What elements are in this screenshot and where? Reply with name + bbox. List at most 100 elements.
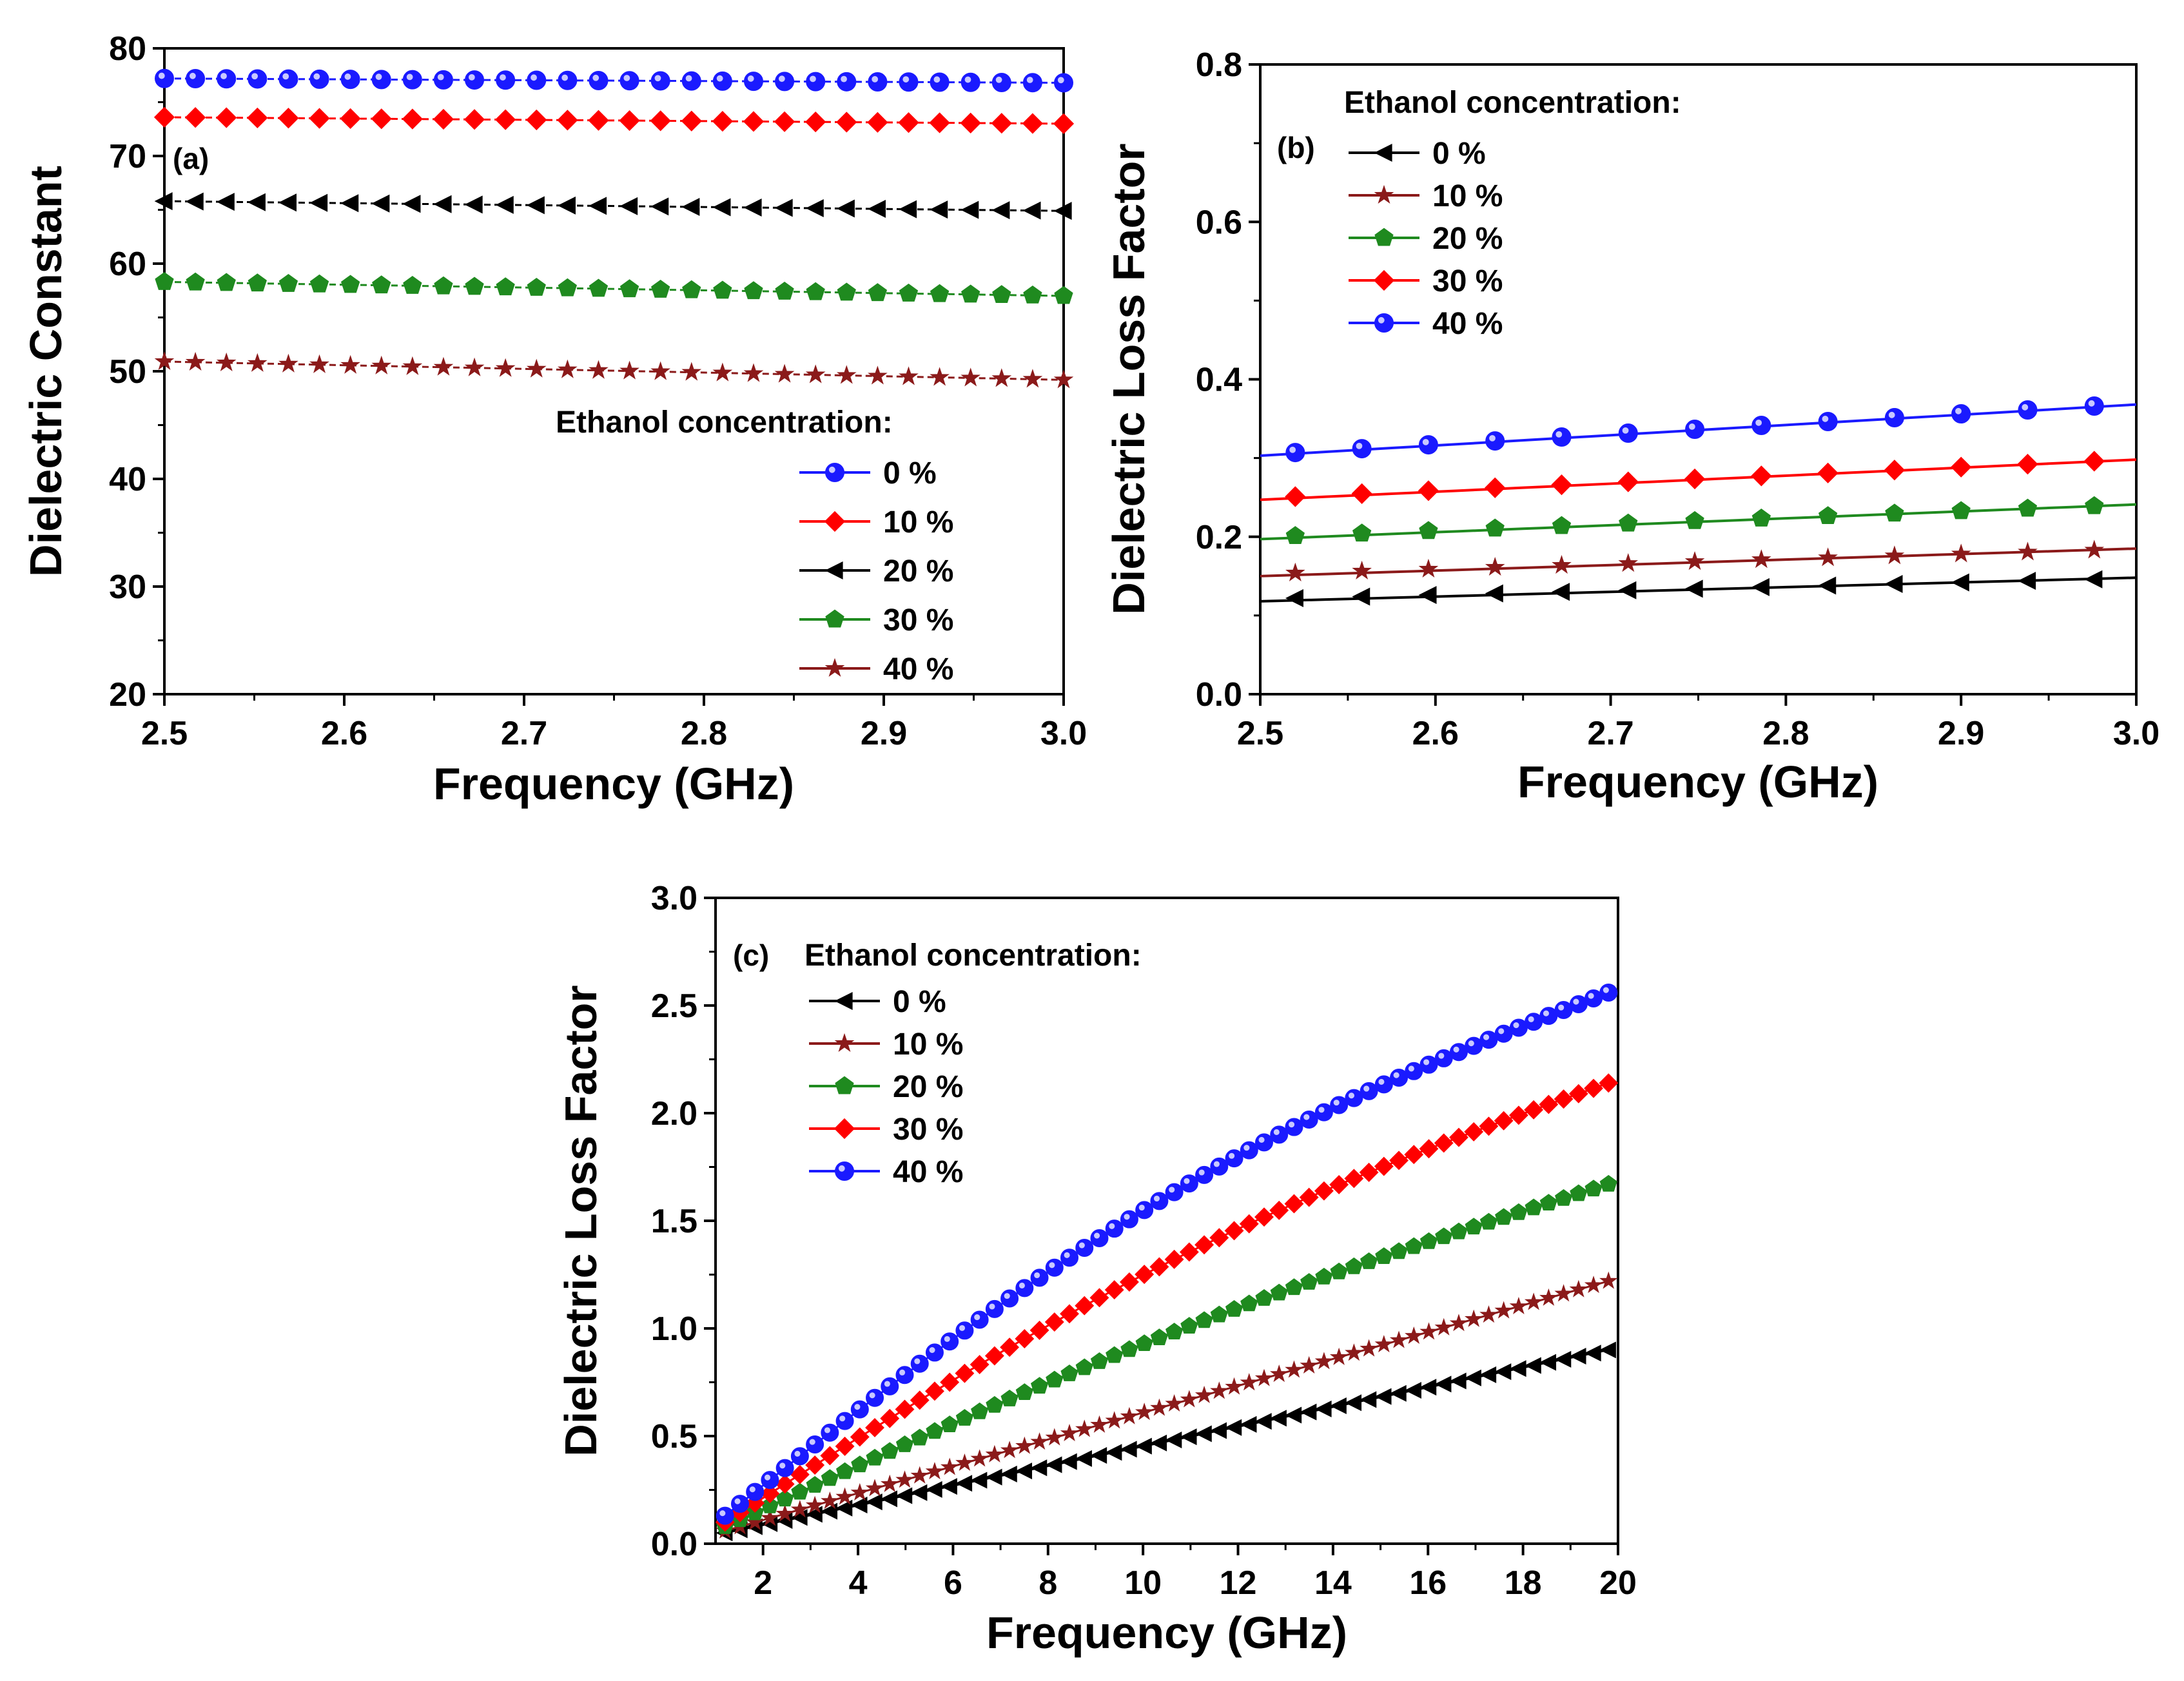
panel-a-data-point <box>216 352 237 371</box>
panel-c-data-point-highlight <box>1333 1100 1340 1106</box>
panel-c-data-point-highlight <box>764 1474 771 1481</box>
panel-b-data-point <box>2018 572 2036 590</box>
panel-a-data-point <box>1053 202 1072 220</box>
panel-a-data-point <box>681 362 702 381</box>
panel-c-data-point <box>1525 1013 1543 1031</box>
panel-b-data-point <box>1951 456 1972 478</box>
panel-a-data-point <box>403 275 422 294</box>
panel-b-data-point-highlight <box>1688 423 1695 430</box>
panel-c-data-point <box>971 1402 989 1419</box>
panel-c-data-point <box>1539 1094 1559 1114</box>
panel-c-data-point <box>1495 1208 1513 1225</box>
panel-b-x-tick-label: 2.5 <box>1237 715 1283 752</box>
panel-a-data-point <box>465 70 485 90</box>
panel-c-data-point <box>835 1487 854 1505</box>
panel-c-data-point <box>1329 1174 1349 1194</box>
panel-c-data-point-highlight <box>824 1427 830 1433</box>
panel-c-data-point <box>1000 1465 1017 1482</box>
panel-c-data-point <box>1060 1364 1078 1381</box>
panel-c-data-point <box>1389 1385 1407 1402</box>
panel-a-x-tick-label: 2.9 <box>861 715 907 752</box>
panel-b-data-point <box>1352 439 1372 459</box>
panel-c-data-point <box>821 1423 839 1442</box>
panel-c-data-point <box>1554 1089 1574 1109</box>
panel-c-data-point-highlight <box>1243 1145 1250 1151</box>
panel-c-data-point <box>1194 1385 1214 1403</box>
panel-c-data-point <box>1254 1368 1274 1386</box>
panel-c-data-point <box>1165 1431 1182 1448</box>
panel-c-data-point <box>1105 1411 1124 1429</box>
panel-a-legend-entries: 0 % 10 % 20 % 30 % 40 % <box>799 456 953 686</box>
panel-c-data-point-highlight <box>1034 1272 1040 1279</box>
panel-c-data-point <box>1180 1428 1197 1446</box>
panel-c-legend-label: 20 % <box>893 1070 963 1104</box>
panel-c-data-point <box>1179 1242 1199 1262</box>
panel-a-x-axis-title: Frequency (GHz) <box>433 759 794 809</box>
panel-a-data-point <box>526 358 547 378</box>
panel-c-data-point <box>1135 1403 1154 1421</box>
panel-c-data-point <box>911 1428 929 1446</box>
panel-a-data-point <box>619 110 640 131</box>
panel-c-data-point <box>1015 1383 1033 1400</box>
panel-c-data-point <box>1554 1001 1573 1020</box>
panel-a-data-point <box>712 110 733 132</box>
panel-c-data-point <box>1104 1280 1124 1300</box>
panel-c-data-point <box>880 1490 897 1508</box>
panel-a-data-point <box>464 195 483 214</box>
panel-a-data-point <box>867 200 886 219</box>
panel-a-data-point <box>619 279 639 298</box>
panel-a-data-point <box>960 112 981 133</box>
panel-a-data-point <box>930 284 950 302</box>
panel-c-data-point <box>1270 1365 1289 1383</box>
panel-a-legend-marker <box>824 510 846 532</box>
panel-a-data-point <box>278 273 298 292</box>
panel-c-data-point <box>955 1475 973 1492</box>
panel-a-data-point <box>558 70 578 90</box>
panel-c-x-tick-label: 12 <box>1220 1564 1257 1602</box>
panel-a-data-point <box>619 360 639 380</box>
panel-a-data-point <box>743 198 762 217</box>
panel-c-legend-marker <box>834 992 853 1010</box>
panel-c-data-point-highlight <box>1049 1262 1055 1268</box>
panel-c-data-point <box>1090 1229 1109 1247</box>
panel-c-data-point <box>940 1372 960 1392</box>
panel-a-data-point <box>589 360 609 379</box>
panel-a-data-point <box>1054 286 1073 304</box>
panel-c-data-point <box>970 1472 988 1489</box>
panel-a-data-point-highlight <box>747 75 754 82</box>
panel-c-data-point <box>850 1482 870 1501</box>
panel-b-data-point <box>1552 427 1572 447</box>
panel-c-data-point <box>970 1310 989 1329</box>
panel-c-data-point <box>716 1506 734 1525</box>
panel-c-data-point-highlight <box>1169 1187 1175 1193</box>
panel-c-data-point <box>1209 1228 1229 1248</box>
panel-b-data-point <box>1285 443 1305 463</box>
panel-c-data-point <box>1090 1352 1109 1369</box>
panel-c-data-point-highlight <box>1229 1152 1235 1159</box>
panel-c-x-tick-label: 4 <box>849 1564 868 1602</box>
panel-c-data-point <box>955 1453 974 1471</box>
panel-a-y-tick-label: 20 <box>109 676 146 714</box>
panel-a-data-point <box>402 70 422 90</box>
panel-b-legend-marker-highlight <box>1378 316 1385 324</box>
panel-c-data-point <box>1015 1279 1034 1297</box>
panel-c-data-point-highlight <box>1513 1022 1519 1029</box>
panel-c-data-point <box>984 1346 1004 1366</box>
panel-c-data-point <box>941 1332 959 1351</box>
panel-c-data-point <box>1524 1357 1541 1374</box>
panel-c-data-point-highlight <box>929 1346 935 1354</box>
panel-c-legend-title: Ethanol concentration: <box>804 938 1142 973</box>
panel-c-data-point-highlight <box>854 1404 861 1410</box>
panel-c-data-point <box>821 1469 839 1486</box>
panel-c-data-point <box>1015 1436 1034 1454</box>
panel-c-data-point <box>775 1504 794 1522</box>
panel-c-data-point-highlight <box>734 1498 741 1504</box>
panel-a-data-point <box>960 200 979 219</box>
panel-c-data-point <box>1045 1428 1064 1446</box>
panel-c-data-point <box>1030 1268 1049 1287</box>
panel-c-data-point <box>790 1447 809 1466</box>
panel-c-data-point <box>1389 1330 1409 1348</box>
panel-a-data-point <box>1022 201 1041 220</box>
panel-b-data-point <box>1618 553 1639 572</box>
